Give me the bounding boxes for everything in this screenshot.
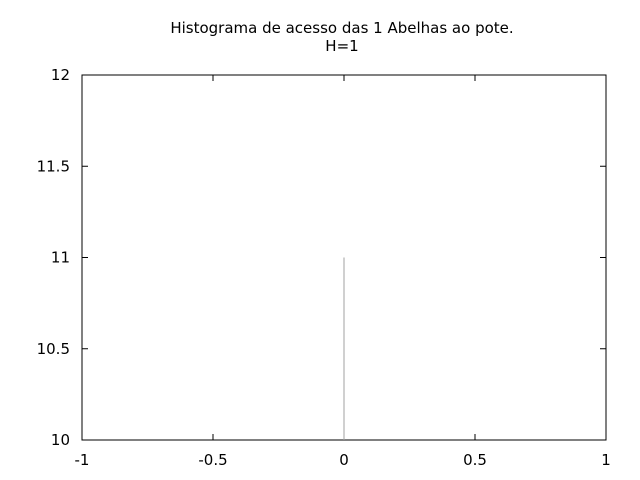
x-tick-label: 0 <box>339 451 349 469</box>
y-tick-label: 12 <box>51 66 70 84</box>
x-tick-label: -0.5 <box>198 451 227 469</box>
y-tick-label: 11.5 <box>37 157 70 175</box>
y-tick-label: 10 <box>51 431 70 449</box>
chart-title: Histograma de acesso das 1 Abelhas ao po… <box>170 19 513 37</box>
x-tick-label: 1 <box>601 451 611 469</box>
axis-ticks: -1 -0.5 0 0.5 1 10 10.5 11 11.5 12 <box>37 66 611 469</box>
chart-subtitle: H=1 <box>325 37 358 55</box>
x-tick-label: -1 <box>75 451 90 469</box>
x-tick-label: 0.5 <box>463 451 487 469</box>
y-tick-label: 11 <box>51 249 70 267</box>
y-tick-label: 10.5 <box>37 340 70 358</box>
